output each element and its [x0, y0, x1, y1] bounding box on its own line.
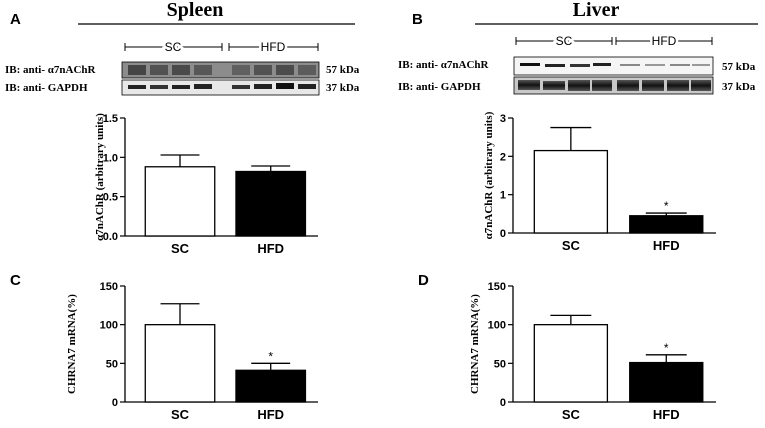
chart-c-bar-sc	[144, 324, 216, 403]
kda-37-liver: 37 kDa	[722, 81, 756, 93]
chart-b-y-tick-label: 3	[500, 113, 506, 125]
chart-b-y-axis-label: α7nAChR (arbitrary units)	[483, 111, 495, 239]
chart-d-y-axis-label: CHRNA7 mRNA(%)	[469, 294, 481, 394]
chart-c: 0 50 100 150 CHRNA7 mRNA(%) SC * HFD	[66, 281, 318, 422]
chart-b-y-tick-label: 0	[500, 228, 506, 240]
chart-b-y-tick-label: 1	[500, 190, 506, 202]
kda-37-spleen: 37 kDa	[326, 82, 360, 94]
kda-57-spleen: 57 kDa	[326, 64, 360, 76]
group-label-sc-liver: SC	[556, 34, 573, 48]
chart-d-bar-hfd	[629, 361, 704, 403]
chart-b-category-label-hfd: HFD	[653, 238, 680, 253]
chart-a-y-axis-label: α7nAChR (arbitrary units)	[94, 113, 106, 241]
chart-a-bar-hfd	[235, 170, 307, 237]
chart-b-category-label-sc: SC	[562, 238, 581, 253]
chart-d-category-label-hfd: HFD	[653, 407, 680, 422]
panel-title-spleen: Spleen	[167, 0, 224, 21]
chart-c-bar-hfd	[235, 369, 307, 403]
chart-d-y-tick-label: 150	[488, 281, 506, 293]
blot-spleen: SC HFD IB: anti- α7nAChR 57 kDa IB: anti…	[5, 38, 360, 96]
group-label-hfd-spleen: HFD	[261, 40, 286, 54]
chart-c-y-tick-label: 150	[100, 281, 118, 293]
chart-a-y-tick-label: 0.0	[103, 231, 118, 243]
group-label-sc-spleen: SC	[165, 40, 182, 54]
panel-letter-a: A	[10, 11, 21, 28]
chart-c-y-tick-label: 50	[106, 358, 118, 370]
chart-a-bar-sc	[144, 166, 216, 237]
panel-letter-d: D	[418, 272, 429, 289]
chart-c-category-label-sc: SC	[171, 407, 190, 422]
chart-d: 0 50 100 150 CHRNA7 mRNA(%) SC * HFD	[469, 281, 716, 422]
chart-d-y-tick-label: 50	[494, 358, 506, 370]
group-label-hfd-liver: HFD	[652, 34, 677, 48]
blot-liver: SC HFD IB: anti- α7nAChR 57 kDa IB: anti…	[398, 32, 756, 95]
panel-letter-b: B	[412, 11, 423, 28]
chart-d-y-tick-label: 0	[500, 397, 506, 409]
kda-57-liver: 57 kDa	[722, 61, 756, 73]
chart-c-y-tick-label: 0	[112, 397, 118, 409]
chart-b-significance-hfd: *	[664, 199, 669, 213]
chart-c-y-axis-label: CHRNA7 mRNA(%)	[66, 294, 78, 394]
chart-a-y-tick-label: 1.5	[103, 113, 118, 125]
blot-strip-gapdh-spleen	[121, 79, 320, 96]
chart-c-category-label-hfd: HFD	[257, 407, 284, 422]
chart-a-y-tick-label: 1.0	[103, 152, 118, 164]
chart-b-bar-hfd	[629, 215, 704, 234]
panel-title-liver: Liver	[573, 0, 620, 21]
chart-a-category-label-sc: SC	[171, 241, 190, 256]
blot-label-a7nachr-liver: IB: anti- α7nAChR	[398, 59, 490, 71]
panel-letter-c: C	[10, 272, 21, 289]
blot-label-gapdh-spleen: IB: anti- GAPDH	[5, 82, 88, 94]
chart-b: 0 1 2 3 α7nAChR (arbitrary units) SC * HFD	[483, 111, 716, 253]
chart-a-category-label-hfd: HFD	[257, 241, 284, 256]
blot-label-a7nachr-spleen: IB: anti- α7nAChR	[5, 64, 97, 76]
blot-label-gapdh-liver: IB: anti- GAPDH	[398, 81, 481, 93]
chart-d-bar-sc	[533, 324, 609, 403]
chart-c-significance-hfd: *	[268, 349, 273, 363]
chart-c-y-tick-label: 100	[100, 320, 118, 332]
chart-b-bar-sc	[533, 149, 609, 234]
chart-b-y-tick-label: 2	[500, 151, 506, 163]
chart-a-y-tick-label: 0.5	[103, 192, 118, 204]
chart-d-y-tick-label: 100	[488, 320, 506, 332]
chart-d-significance-hfd: *	[664, 341, 669, 355]
chart-d-category-label-sc: SC	[562, 407, 581, 422]
blot-strip-a7nachr-liver	[513, 56, 714, 76]
